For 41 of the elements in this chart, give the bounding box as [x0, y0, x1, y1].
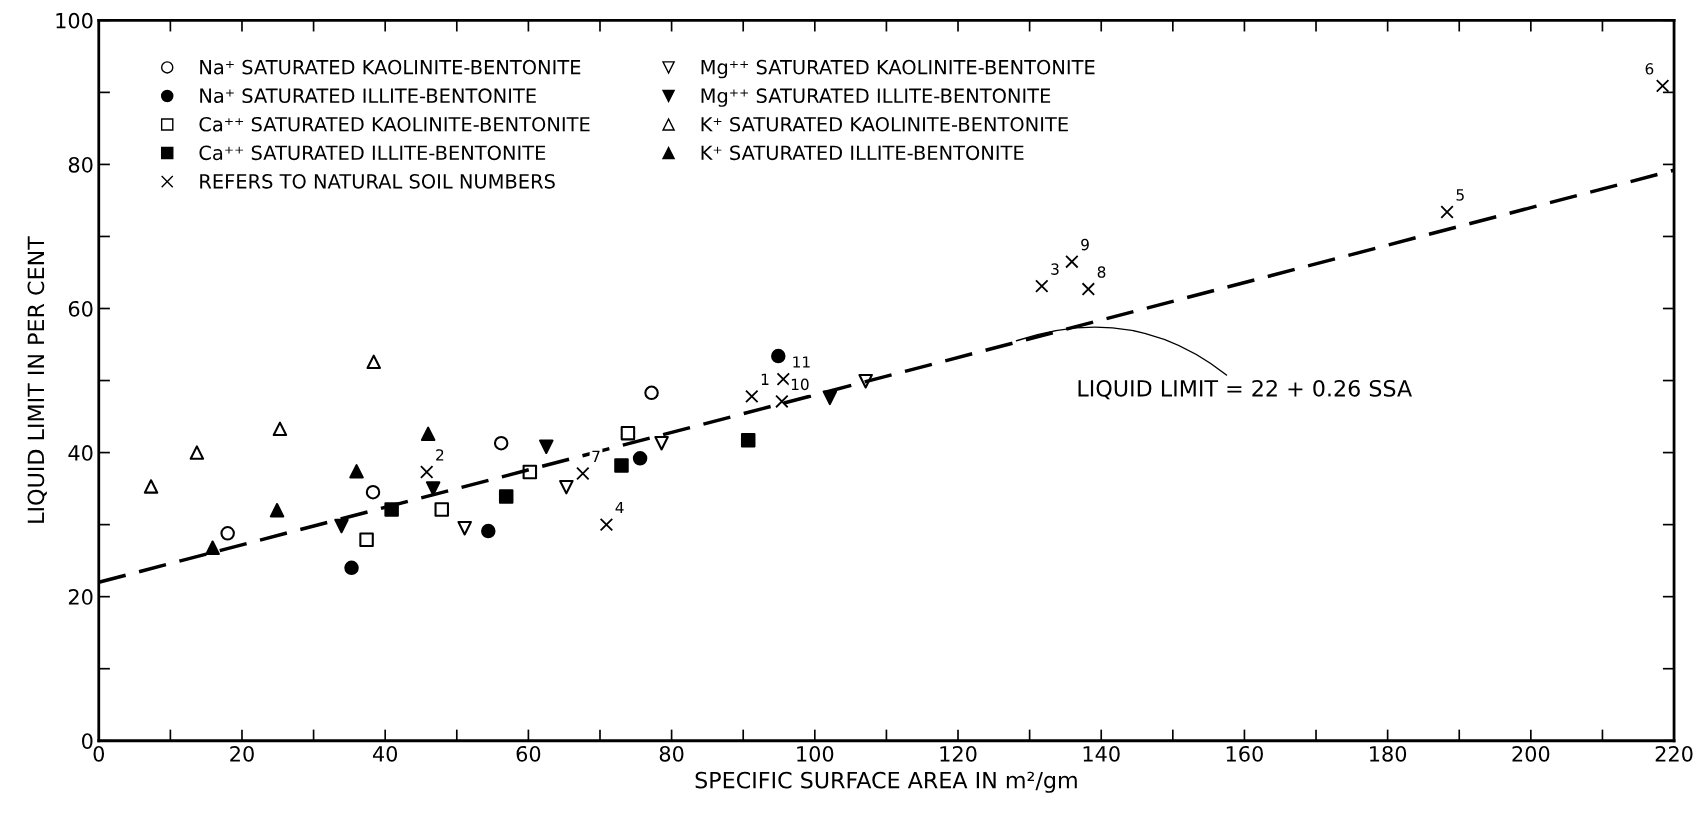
legend-label: Ca⁺⁺ SATURATED ILLITE-BENTONITE: [199, 145, 546, 161]
annotation: 2: [436, 449, 444, 461]
legend-label: K⁺ SATURATED KAOLINITE-BENTONITE: [701, 116, 1068, 132]
x-tick-label: 160: [1226, 745, 1263, 762]
y-tick-label: 0: [82, 733, 93, 749]
legend-label: K⁺ SATURATED ILLITE-BENTONITE: [701, 145, 1024, 161]
y-tick-label: 20: [68, 589, 93, 605]
y-tick-label: 40: [68, 445, 93, 461]
annotation: 8: [1097, 266, 1106, 278]
x-tick-label: 140: [1083, 745, 1120, 762]
x-tick-label: 0: [93, 745, 105, 762]
annotation: 4: [615, 501, 624, 514]
annotation: 1: [761, 373, 769, 385]
annotation: 10: [791, 378, 809, 391]
legend-label: REFERS TO NATURAL SOIL NUMBERS: [200, 173, 555, 189]
x-axis-title: SPECIFIC SURFACE AREA IN m²/gm: [695, 771, 1077, 793]
annotation: 5: [1456, 189, 1464, 201]
x-tick-label: 120: [940, 745, 977, 762]
y-axis-title: LIQUID LIMIT IN PER CENT: [27, 236, 47, 523]
x-tick-label: 80: [659, 745, 684, 762]
legend-label: Na⁺ SATURATED ILLITE-BENTONITE: [200, 88, 536, 104]
annotation: 11: [793, 356, 810, 368]
annotation: 7: [592, 450, 600, 462]
annotation: 6: [1645, 63, 1654, 75]
x-tick-label: 180: [1370, 745, 1407, 762]
annotation: 9: [1081, 238, 1089, 251]
x-tick-label: 220: [1655, 745, 1693, 762]
annotation: LIQUID LIMIT = 22 + 0.26 SSA: [1078, 379, 1412, 400]
x-tick-label: 20: [230, 745, 254, 762]
y-tick-label: 80: [68, 156, 93, 173]
legend-label: Na⁺ SATURATED KAOLINITE-BENTONITE: [200, 59, 581, 75]
annotation: 3: [1051, 263, 1059, 275]
legend-label: Ca⁺⁺ SATURATED KAOLINITE-BENTONITE: [199, 116, 590, 132]
legend-label: Mg⁺⁺ SATURATED KAOLINITE-BENTONITE: [701, 59, 1095, 79]
x-tick-label: 40: [372, 745, 398, 762]
x-tick-label: 200: [1512, 745, 1550, 762]
y-tick-label: 100: [56, 12, 93, 29]
x-tick-label: 100: [797, 745, 834, 762]
y-tick-label: 60: [68, 300, 93, 317]
legend-label: Mg⁺⁺ SATURATED ILLITE-BENTONITE: [701, 88, 1051, 107]
x-tick-label: 60: [516, 745, 541, 762]
